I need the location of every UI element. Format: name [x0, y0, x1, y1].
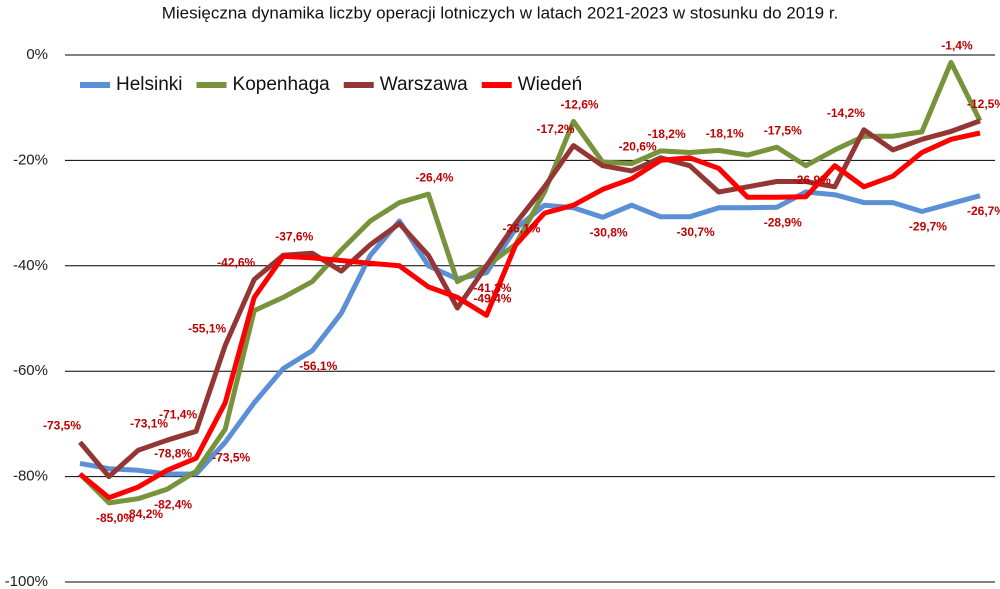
data-label: -28,9%	[764, 215, 802, 229]
data-label: -56,1%	[299, 359, 337, 373]
legend-label: Wiedeń	[518, 74, 582, 95]
data-label: -49,4%	[473, 292, 511, 306]
data-label: -78,8%	[154, 446, 192, 460]
series-line	[78, 59, 983, 506]
data-label: -12,6%	[561, 98, 599, 112]
y-tick-label: -40%	[13, 257, 48, 274]
data-label: -17,5%	[764, 123, 802, 137]
series-line	[78, 118, 981, 480]
data-label: -18,1%	[706, 127, 744, 141]
data-label: -84,2%	[125, 507, 163, 521]
data-label: -73,1%	[130, 416, 168, 430]
y-tick-label: -20%	[13, 151, 48, 168]
data-label: -26,7%	[967, 204, 1000, 218]
data-label: -29,7%	[909, 220, 947, 234]
data-label: -20,6%	[619, 140, 657, 154]
series-line	[78, 130, 981, 501]
data-label: -30,7%	[677, 225, 715, 239]
data-label: -42,6%	[217, 256, 255, 270]
data-label: -1,4%	[941, 39, 973, 53]
data-label: -12,5%	[967, 97, 1000, 111]
legend-label: Warszawa	[380, 74, 468, 95]
data-label: -26,9%	[793, 173, 831, 187]
legend-label: Helsinki	[116, 74, 183, 95]
y-tick-label: 0%	[26, 46, 48, 63]
data-label: -82,4%	[154, 497, 192, 511]
y-tick-label: -100%	[5, 573, 48, 589]
y-tick-label: -80%	[13, 468, 48, 485]
data-label: -26,4%	[415, 170, 453, 184]
data-label: -41,3%	[473, 281, 511, 295]
data-label: -37,6%	[275, 229, 313, 243]
data-label: -30,8%	[590, 225, 628, 239]
data-label: -36,1%	[502, 221, 540, 235]
data-label: -71,4%	[159, 407, 197, 421]
legend-label: Kopenhaga	[233, 74, 331, 95]
data-label: -85,0%	[96, 511, 134, 525]
data-label: -14,2%	[827, 106, 865, 120]
data-label: -55,1%	[188, 322, 226, 336]
data-label: -18,2%	[648, 127, 686, 141]
data-label: -17,2%	[537, 122, 575, 136]
data-label: -73,5%	[43, 419, 81, 433]
y-tick-label: -60%	[13, 362, 48, 379]
chart-title: Miesięczna dynamika liczby operacji lotn…	[162, 3, 839, 22]
data-label: -73,5%	[212, 451, 250, 465]
